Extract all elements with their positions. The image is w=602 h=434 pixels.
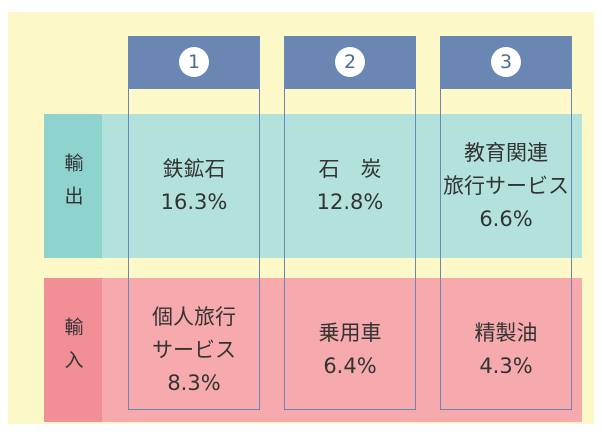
cell: 乗用車 6.4% <box>284 278 416 422</box>
row-label: 輸入 <box>44 278 102 422</box>
cell-text: 鉄鉱石 <box>162 157 226 181</box>
cell-text: サービス <box>152 337 236 362</box>
cell: 精製油 4.3% <box>440 278 572 422</box>
column-outline <box>284 88 416 410</box>
row-label: 輸出 <box>44 114 102 258</box>
cell-text: 6.6% <box>479 206 533 231</box>
column-header: 2 <box>284 36 416 88</box>
cell-text: 乗用車 <box>318 321 382 345</box>
row-band <box>44 278 582 422</box>
column-outline <box>440 88 572 410</box>
cell-text: 石 炭 <box>318 157 382 181</box>
cell-text: 6.4% <box>323 354 377 378</box>
cell-text: 12.8% <box>316 190 384 214</box>
cell-text: 8.3% <box>167 370 221 395</box>
column-number: 1 <box>179 47 209 77</box>
cell-text: 4.3% <box>479 354 533 378</box>
cell-text: 16.3% <box>160 190 228 214</box>
cell: 教育関連旅行サービス 6.6% <box>440 114 572 258</box>
column-outline <box>128 88 260 410</box>
cell: 個人旅行サービス 8.3% <box>128 278 260 422</box>
column-header: 1 <box>128 36 260 88</box>
cell: 鉄鉱石 16.3% <box>128 114 260 258</box>
column-number: 3 <box>491 47 521 77</box>
column-header: 3 <box>440 36 572 88</box>
cell: 石 炭 12.8% <box>284 114 416 258</box>
cell-text: 教育関連 <box>464 140 548 165</box>
cell-text: 旅行サービス <box>443 173 569 198</box>
cell-text: 精製油 <box>474 321 538 345</box>
column-number: 2 <box>335 47 365 77</box>
cell-text: 個人旅行 <box>152 304 236 329</box>
row-band <box>44 114 582 258</box>
